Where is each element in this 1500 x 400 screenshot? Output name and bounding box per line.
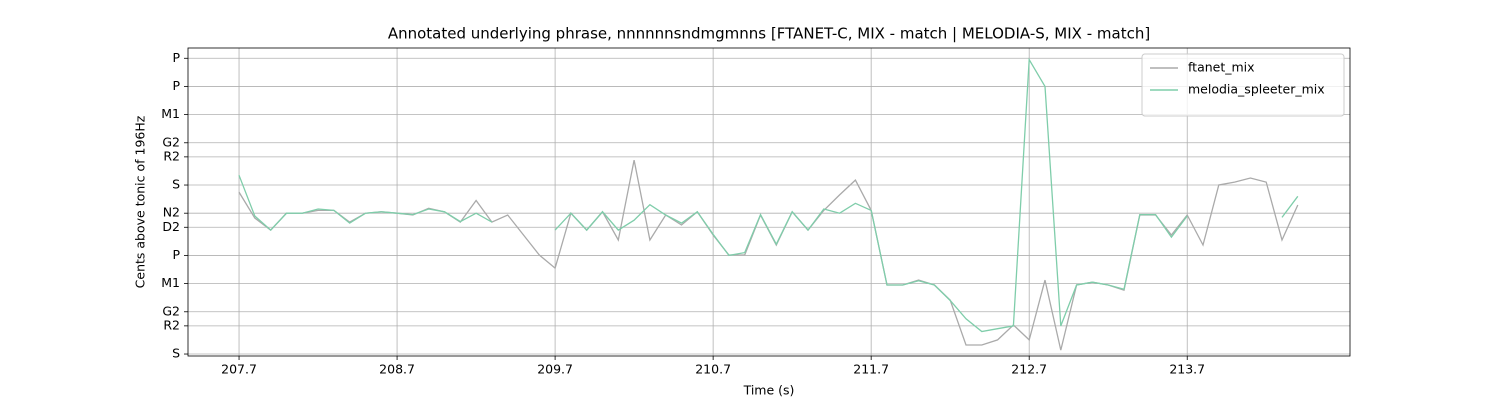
chart-title: Annotated underlying phrase, nnnnnnsndmg… bbox=[388, 25, 1150, 43]
axes-frame bbox=[187, 47, 1351, 357]
x-tick-label: 210.7 bbox=[695, 362, 731, 377]
legend-label: melodia_spleeter_mix bbox=[1188, 82, 1325, 97]
y-tick-label: M1 bbox=[161, 275, 180, 290]
x-tick-label: 213.7 bbox=[1169, 362, 1205, 377]
y-tick-label: P bbox=[172, 50, 180, 65]
x-tick-label: 208.7 bbox=[379, 362, 415, 377]
x-tick-label: 207.7 bbox=[221, 362, 257, 377]
y-tick-label: P bbox=[172, 247, 180, 262]
y-tick-label: S bbox=[172, 177, 180, 192]
y-tick-label: N2 bbox=[163, 205, 180, 220]
legend-label: ftanet_mix bbox=[1188, 60, 1255, 75]
y-tick-label: P bbox=[172, 78, 180, 93]
y-tick-label: G2 bbox=[162, 303, 180, 318]
y-tick-label: R2 bbox=[163, 317, 180, 332]
legend-box bbox=[1141, 53, 1345, 117]
y-tick-label: M1 bbox=[161, 106, 180, 121]
y-tick-label: G2 bbox=[162, 134, 180, 149]
x-tick-label: 211.7 bbox=[853, 362, 889, 377]
series-line bbox=[238, 57, 1299, 333]
y-axis-label: Cents above tonic of 196Hz bbox=[133, 115, 148, 288]
y-tick-label: D2 bbox=[162, 219, 180, 234]
plot-area bbox=[238, 57, 1299, 351]
y-tick-label: S bbox=[172, 346, 180, 361]
x-tick-label: 212.7 bbox=[1011, 362, 1047, 377]
x-axis-label: Time (s) bbox=[743, 383, 795, 398]
y-tick-label: R2 bbox=[163, 148, 180, 163]
x-tick-label: 209.7 bbox=[537, 362, 573, 377]
